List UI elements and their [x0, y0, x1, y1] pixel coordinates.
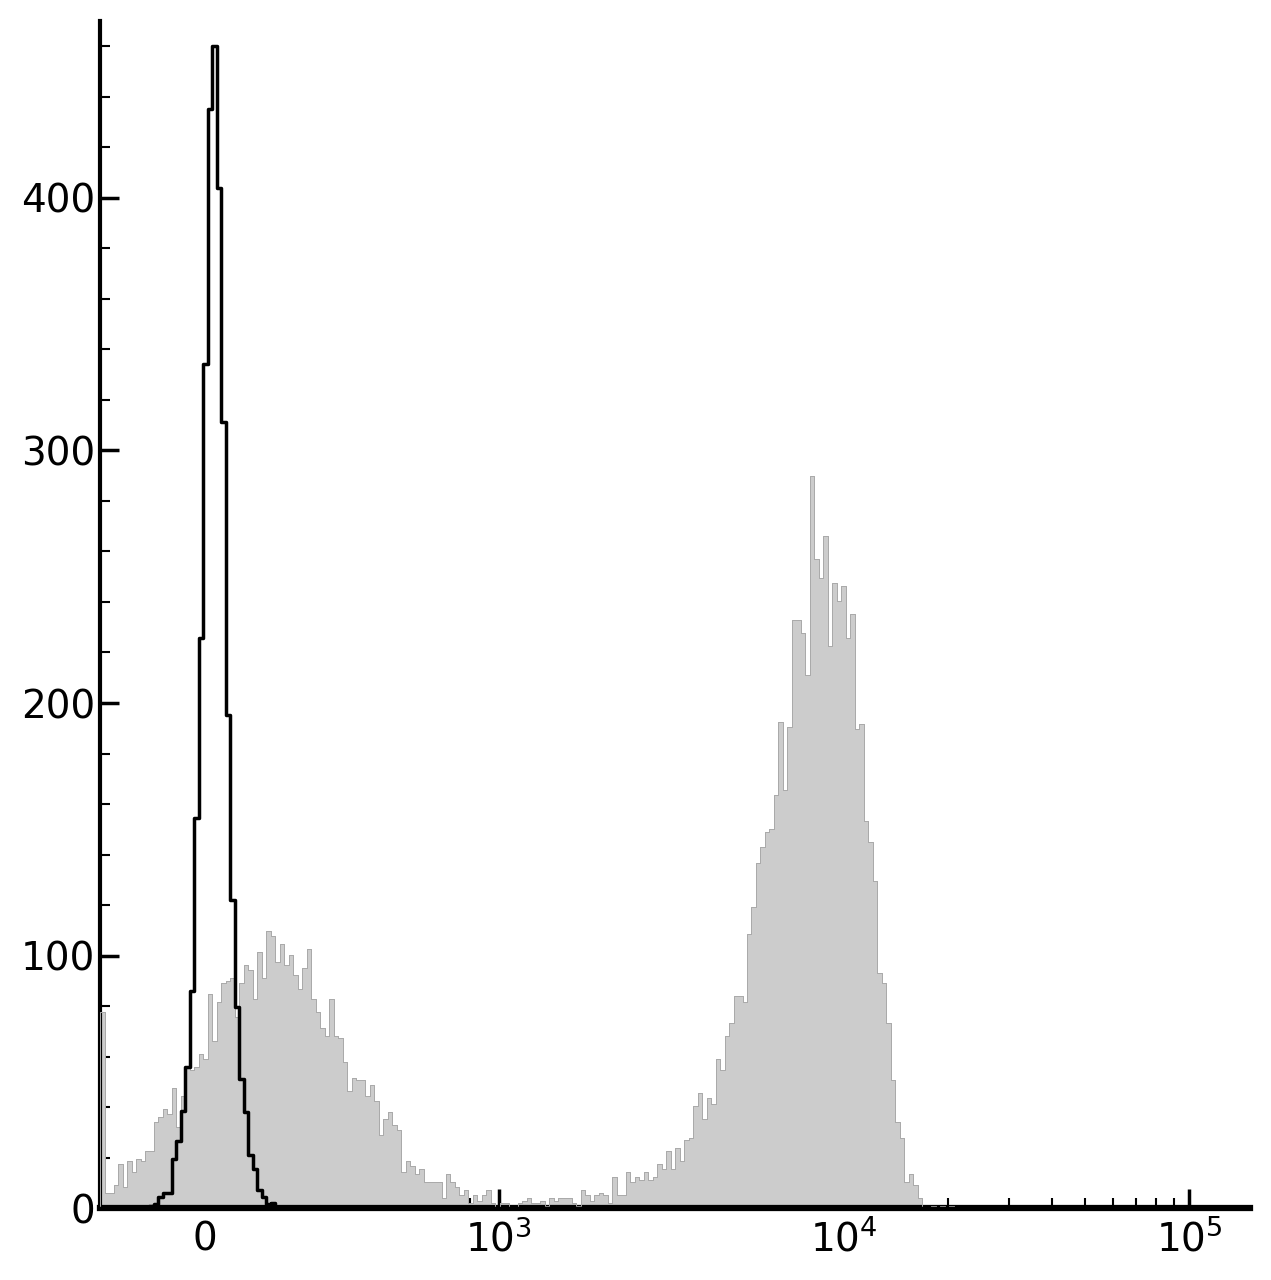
Polygon shape [100, 476, 1251, 1208]
